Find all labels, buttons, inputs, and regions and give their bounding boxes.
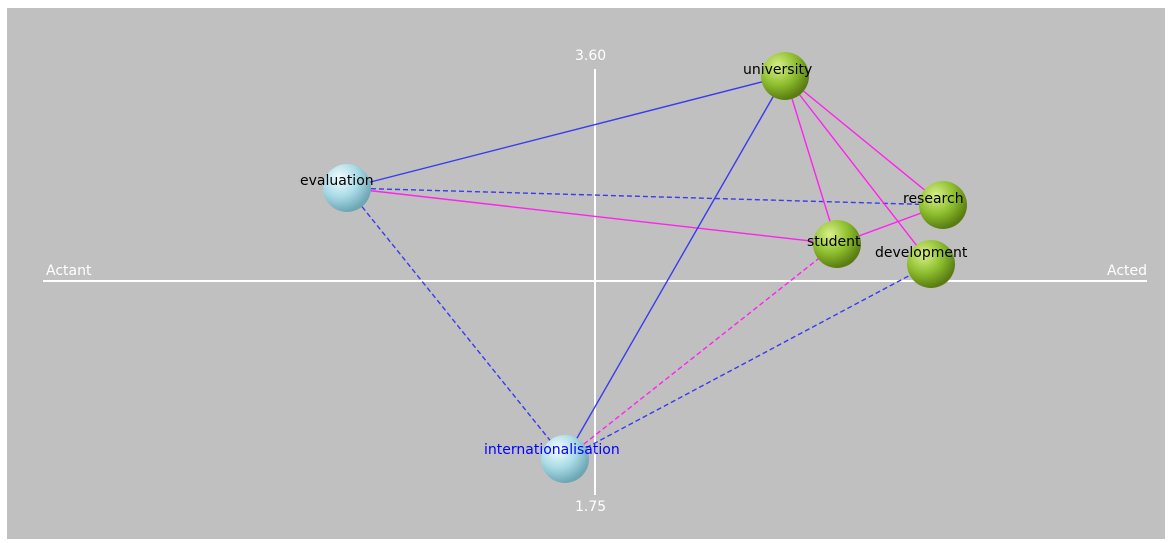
node-student[interactable]: student	[807, 220, 861, 268]
edge-internationalisation-student	[564, 243, 838, 460]
node-sphere-university[interactable]	[761, 52, 809, 100]
node-sphere-student[interactable]	[813, 220, 861, 268]
node-development[interactable]: development	[875, 240, 968, 288]
node-internationalisation[interactable]: internationalisation	[484, 435, 620, 483]
network-graph: 3.60 1.75 Actant Acted university evaluat…	[43, 48, 1147, 515]
edge-university-student	[784, 75, 838, 245]
node-label-internationalisation: internationalisation	[484, 442, 620, 458]
node-label-development: development	[875, 245, 968, 261]
edges-layer	[346, 75, 944, 460]
node-evaluation[interactable]: evaluation	[300, 164, 374, 212]
axis-left-label: Actant	[46, 263, 92, 279]
node-label-student: student	[807, 234, 861, 250]
nodes-layer: university evaluation research student devel…	[300, 52, 968, 483]
axis-bottom-value: 1.75	[575, 499, 606, 515]
edge-evaluation-internationalisation	[346, 187, 566, 460]
node-sphere-research[interactable]	[919, 181, 967, 229]
edge-internationalisation-university	[564, 75, 786, 460]
node-sphere-evaluation[interactable]	[323, 164, 371, 212]
node-label-research: research	[903, 191, 964, 207]
edge-evaluation-university	[346, 75, 786, 189]
node-research[interactable]: research	[903, 181, 967, 229]
edge-evaluation-student	[346, 187, 838, 245]
edge-internationalisation-development	[564, 263, 932, 460]
edge-evaluation-research	[346, 187, 944, 206]
edge-university-research	[784, 75, 944, 206]
node-label-university: university	[743, 62, 812, 78]
axis-right-label: Acted	[1107, 263, 1147, 279]
edge-university-development	[784, 75, 932, 265]
node-university[interactable]: university	[743, 52, 812, 100]
plot-area: 3.60 1.75 Actant Acted university evaluat…	[7, 8, 1165, 539]
node-label-evaluation: evaluation	[300, 173, 374, 189]
node-sphere-internationalisation[interactable]	[541, 435, 589, 483]
node-sphere-development[interactable]	[907, 240, 955, 288]
axis-top-value: 3.60	[575, 48, 606, 64]
